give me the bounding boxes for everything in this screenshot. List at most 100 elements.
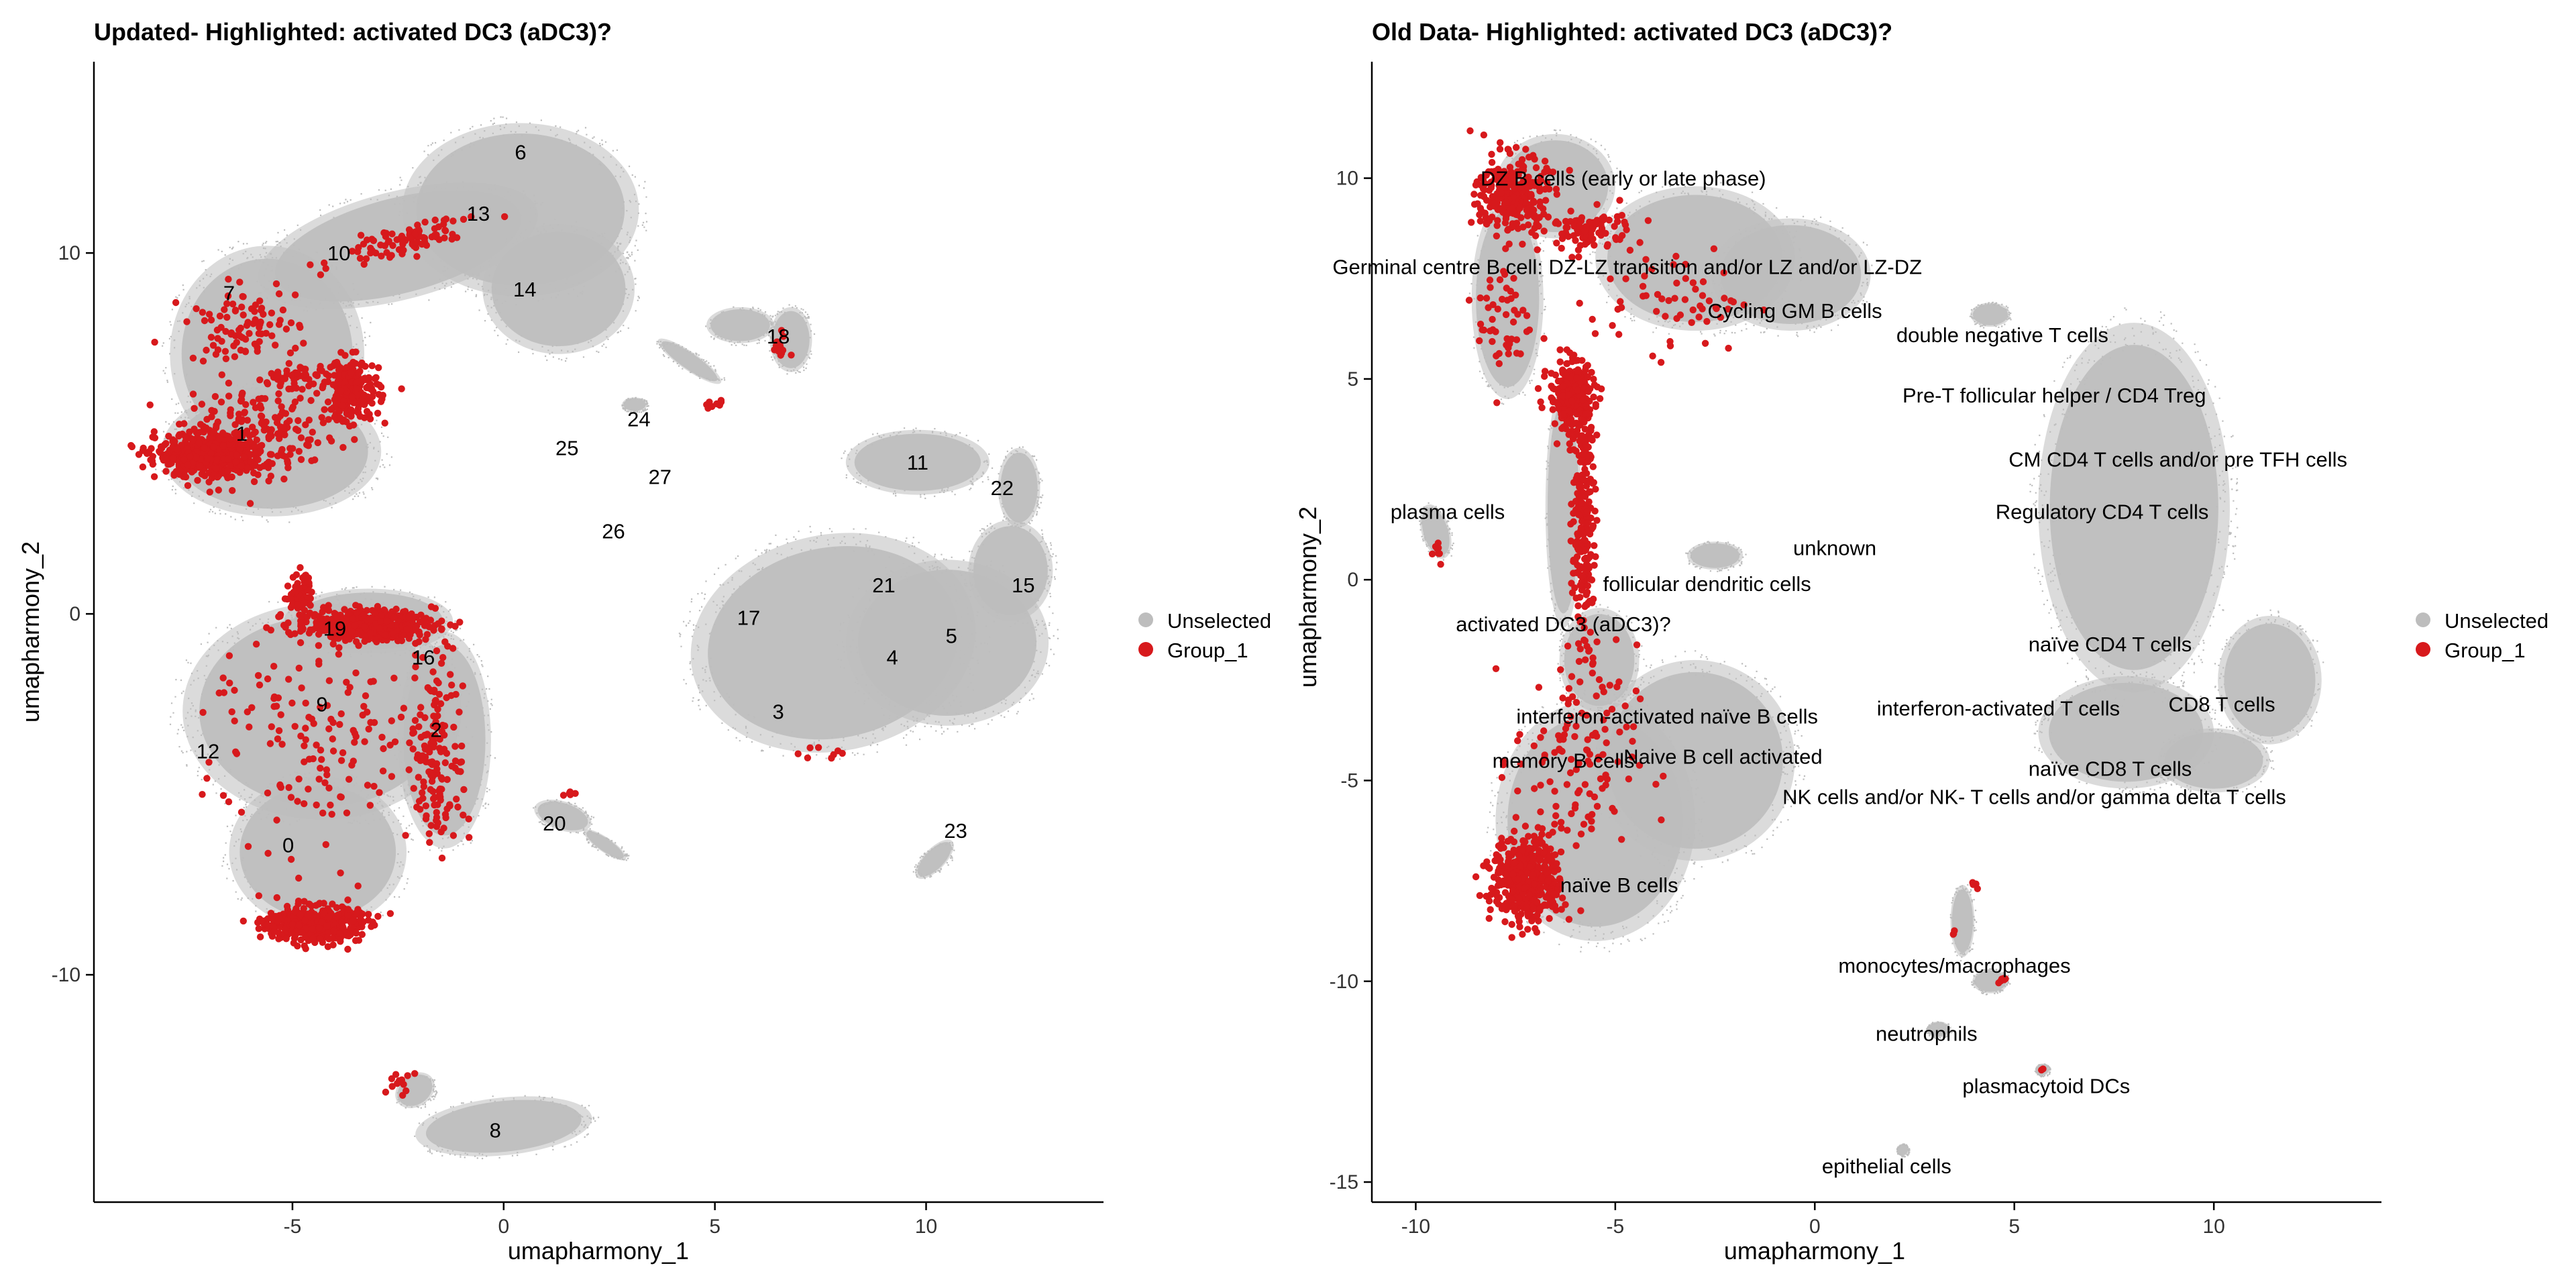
- highlighted-cell: [439, 653, 447, 661]
- cluster-label: 13: [467, 202, 490, 225]
- cluster-label: 9: [316, 693, 327, 716]
- highlighted-cell: [284, 582, 292, 590]
- highlighted-cell: [313, 801, 320, 809]
- highlighted-cell: [325, 725, 333, 733]
- highlighted-cell: [434, 712, 441, 720]
- highlighted-cell: [460, 215, 468, 223]
- highlighted-cell: [216, 312, 224, 320]
- highlighted-cell: [1492, 665, 1500, 672]
- highlighted-cell: [388, 230, 396, 237]
- highlighted-cell: [1619, 231, 1626, 239]
- highlighted-cell: [1760, 306, 1768, 314]
- highlighted-cell: [1568, 589, 1576, 596]
- cluster-label: Naive B cell activated: [1623, 745, 1822, 769]
- highlighted-cell: [297, 911, 305, 918]
- panel-left: Updated- Highlighted: activated DC3 (aDC…: [17, 18, 1271, 1265]
- cluster-label: neutrophils: [1876, 1022, 1978, 1046]
- highlighted-cell: [412, 663, 419, 671]
- highlighted-cell: [256, 681, 264, 689]
- highlighted-cell: [348, 924, 356, 931]
- highlighted-cell: [1493, 232, 1501, 239]
- highlighted-cell: [403, 625, 411, 633]
- highlighted-cell: [327, 801, 334, 809]
- highlighted-cell: [1585, 813, 1592, 820]
- highlighted-cell: [225, 798, 233, 806]
- highlighted-cell: [382, 1088, 390, 1096]
- highlighted-cell: [183, 318, 191, 325]
- highlighted-cell: [197, 421, 205, 428]
- highlighted-cell: [199, 309, 207, 316]
- highlighted-cell: [1516, 731, 1523, 739]
- cluster-label: double negative T cells: [1896, 323, 2108, 347]
- highlighted-cell: [1725, 344, 1732, 352]
- highlighted-cell: [1485, 914, 1493, 922]
- highlighted-cell: [304, 578, 311, 585]
- highlighted-cell: [405, 635, 413, 642]
- highlighted-cell: [1635, 761, 1644, 769]
- highlighted-cell: [1567, 712, 1574, 720]
- highlighted-cell: [1584, 508, 1591, 515]
- highlighted-cell: [316, 366, 324, 374]
- highlighted-cell: [376, 381, 383, 389]
- highlighted-cell: [307, 602, 314, 609]
- highlighted-cell: [268, 460, 276, 468]
- highlighted-cell: [441, 234, 448, 241]
- highlighted-cell: [335, 911, 342, 918]
- highlighted-cell: [1681, 296, 1689, 303]
- highlighted-cell: [224, 468, 231, 475]
- highlighted-cell: [1589, 654, 1597, 661]
- highlighted-cell: [1509, 205, 1516, 212]
- highlighted-cell: [1587, 427, 1595, 435]
- y-axis-label: umapharmony_2: [1294, 506, 1322, 688]
- highlighted-cell: [264, 380, 272, 388]
- highlighted-cell: [422, 802, 430, 810]
- highlighted-cell: [383, 617, 391, 625]
- x-tick-label: 5: [2008, 1216, 2020, 1238]
- highlighted-cell: [1558, 906, 1565, 913]
- highlighted-cell: [435, 223, 443, 231]
- legend: Unselected Group_1: [1138, 609, 1271, 662]
- highlighted-cell: [1536, 855, 1544, 862]
- highlighted-cell: [1535, 684, 1543, 691]
- highlighted-cell: [1504, 146, 1511, 153]
- highlighted-cell: [398, 232, 406, 240]
- highlighted-cell: [1529, 852, 1537, 859]
- highlighted-cell: [319, 384, 326, 392]
- highlighted-cell: [1506, 340, 1513, 347]
- highlighted-cell: [415, 773, 422, 781]
- highlighted-cell: [412, 624, 419, 632]
- highlighted-cell: [321, 779, 329, 787]
- highlighted-cell: [1560, 731, 1568, 739]
- highlighted-cell: [288, 921, 297, 928]
- highlighted-cell: [325, 677, 333, 684]
- highlighted-cell: [128, 443, 136, 451]
- highlighted-cell: [1479, 326, 1486, 333]
- highlighted-cell: [419, 789, 426, 796]
- highlighted-cell: [229, 301, 237, 308]
- highlighted-cell: [1500, 175, 1507, 182]
- highlighted-cell: [1434, 545, 1441, 553]
- highlighted-cell: [325, 913, 333, 920]
- highlighted-cell: [1572, 557, 1579, 564]
- highlighted-cell: [307, 261, 314, 268]
- highlighted-cell: [318, 414, 325, 421]
- highlighted-cell: [1699, 278, 1707, 286]
- highlighted-cell: [439, 721, 447, 729]
- highlighted-cell: [1572, 698, 1580, 706]
- highlighted-cell: [1511, 908, 1519, 915]
- highlighted-cell: [227, 406, 234, 413]
- highlighted-cell: [1689, 306, 1697, 314]
- highlighted-cell: [425, 623, 433, 631]
- highlighted-cell: [1565, 916, 1573, 923]
- highlighted-cell: [1951, 927, 1958, 934]
- highlighted-cell: [388, 252, 395, 259]
- highlighted-cell: [390, 674, 398, 682]
- highlighted-cell: [1499, 295, 1506, 303]
- highlighted-cell: [434, 819, 441, 826]
- y-tick-label: 0: [69, 603, 80, 625]
- highlighted-cell: [1472, 181, 1480, 189]
- highlighted-cell: [1470, 191, 1478, 198]
- highlighted-cell: [427, 687, 435, 695]
- highlighted-cell: [339, 402, 347, 409]
